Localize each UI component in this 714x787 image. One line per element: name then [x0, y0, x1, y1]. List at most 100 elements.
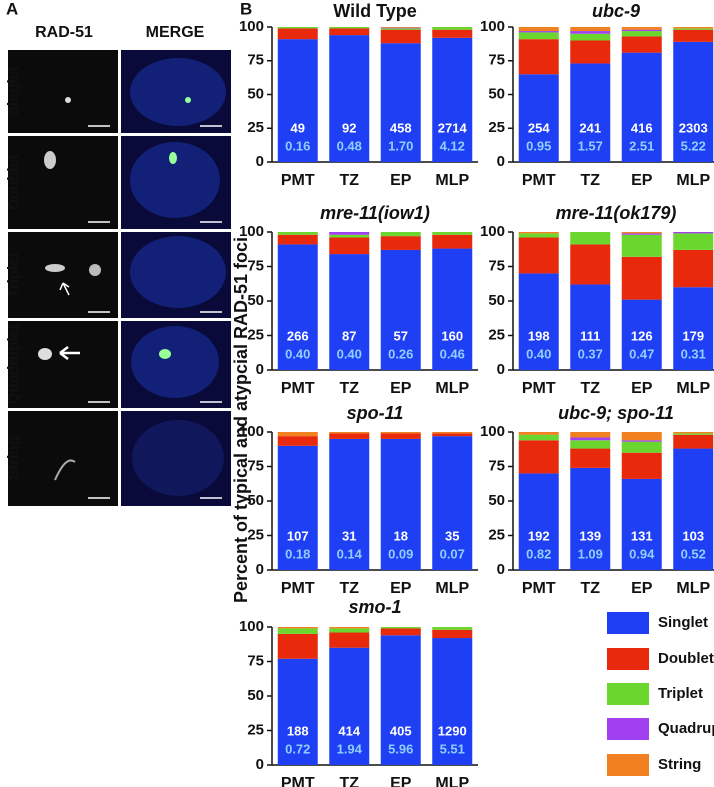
x-tick-label: EP	[390, 380, 412, 397]
y-tick-label: 0	[497, 361, 505, 378]
legend-swatch	[607, 718, 649, 740]
count-label: 31	[342, 528, 356, 543]
legend-swatch	[607, 683, 649, 705]
bar-segment	[432, 232, 473, 235]
chart-title: spo-11	[347, 403, 404, 423]
bar-segment	[380, 635, 421, 765]
bar-segment	[570, 232, 611, 245]
bar-segment	[673, 232, 714, 234]
bar-segment	[277, 628, 318, 634]
bar-segment	[329, 632, 370, 648]
count-label: 1290	[438, 723, 467, 738]
y-tick-label: 100	[239, 423, 264, 440]
ratio-label: 0.94	[629, 546, 655, 561]
column-label: RAD-51	[35, 24, 93, 41]
count-label: 266	[287, 328, 309, 343]
micrographs	[8, 50, 231, 506]
bar-segment	[570, 31, 611, 34]
bar-segment	[329, 433, 370, 439]
bar-segment	[432, 432, 473, 434]
x-tick-label: PMT	[522, 172, 556, 189]
y-tick-label: 0	[256, 153, 264, 170]
bar-segment	[329, 628, 370, 633]
y-tick-label: 0	[497, 153, 505, 170]
bar-segment	[570, 467, 611, 570]
bar-segment	[518, 232, 559, 234]
legend-label: Singlet	[658, 614, 708, 631]
bar-segment	[277, 27, 318, 29]
x-tick-label: PMT	[281, 172, 315, 189]
bar-segment	[380, 236, 421, 250]
bar-segment	[277, 658, 318, 765]
chart-title: Wild Type	[333, 1, 417, 21]
count-label: 139	[579, 528, 601, 543]
y-tick-label: 50	[247, 85, 264, 102]
ratio-label: 0.37	[578, 346, 603, 361]
bar-segment	[277, 232, 318, 235]
bar-segment	[673, 233, 714, 250]
bar-segment	[518, 440, 559, 474]
count-label: 198	[528, 328, 550, 343]
y-tick-label: 100	[239, 223, 264, 240]
y-tick-label: 0	[497, 561, 505, 578]
bar-segment	[277, 432, 318, 437]
bar-segment	[518, 233, 559, 238]
bar-segment	[621, 256, 662, 300]
y-tick-label: 75	[488, 52, 505, 69]
ratio-label: 0.82	[526, 546, 551, 561]
bar-segment	[380, 232, 421, 237]
bar-segment	[277, 627, 318, 629]
count-label: 414	[338, 723, 360, 738]
ratio-label: 5.22	[681, 138, 706, 153]
bar-segment	[570, 40, 611, 64]
bar-segment	[380, 28, 421, 30]
y-tick-label: 100	[480, 18, 505, 35]
row-label: String	[5, 436, 22, 479]
y-tick-label: 75	[247, 457, 264, 474]
bar-segment	[518, 273, 559, 370]
y-tick-label: 50	[247, 292, 264, 309]
ratio-label: 0.31	[681, 346, 706, 361]
ratio-label: 1.94	[337, 741, 363, 756]
ratio-label: 0.40	[285, 346, 310, 361]
bar-segment	[570, 437, 611, 441]
bar-segment	[621, 29, 662, 32]
bar-segment	[277, 633, 318, 659]
bar-segment	[277, 39, 318, 162]
bar-segment	[277, 244, 318, 370]
bar-segment	[570, 27, 611, 32]
count-label: 241	[579, 120, 601, 135]
x-tick-label: TZ	[339, 775, 359, 787]
legend-label: Quadruplet	[658, 720, 714, 737]
bar-segment	[673, 287, 714, 370]
y-tick-label: 100	[480, 423, 505, 440]
x-tick-label: TZ	[580, 580, 600, 597]
x-tick-label: PMT	[522, 580, 556, 597]
count-label: 111	[580, 328, 600, 343]
bar-segment	[621, 299, 662, 370]
count-label: 2714	[438, 120, 468, 135]
y-tick-label: 0	[256, 756, 264, 773]
bar-segment	[673, 27, 714, 29]
bar-segment	[277, 445, 318, 570]
bar-segment	[673, 249, 714, 288]
ratio-label: 0.48	[337, 138, 362, 153]
panel-label: A	[6, 0, 18, 18]
bar-segment	[621, 36, 662, 53]
bar-segment	[570, 63, 611, 163]
bar-segment	[277, 436, 318, 446]
bar-segment	[380, 249, 421, 370]
x-tick-label: MLP	[676, 172, 710, 189]
y-tick-label: 75	[247, 257, 264, 274]
ratio-label: 1.57	[578, 138, 603, 153]
y-tick-label: 100	[480, 223, 505, 240]
x-tick-label: PMT	[281, 580, 315, 597]
bar-segment	[277, 234, 318, 245]
x-tick-label: EP	[631, 380, 653, 397]
y-tick-label: 25	[488, 526, 505, 543]
ratio-label: 1.70	[388, 138, 413, 153]
x-tick-label: TZ	[580, 380, 600, 397]
count-label: 2303	[679, 120, 708, 135]
bar-segment	[621, 478, 662, 570]
